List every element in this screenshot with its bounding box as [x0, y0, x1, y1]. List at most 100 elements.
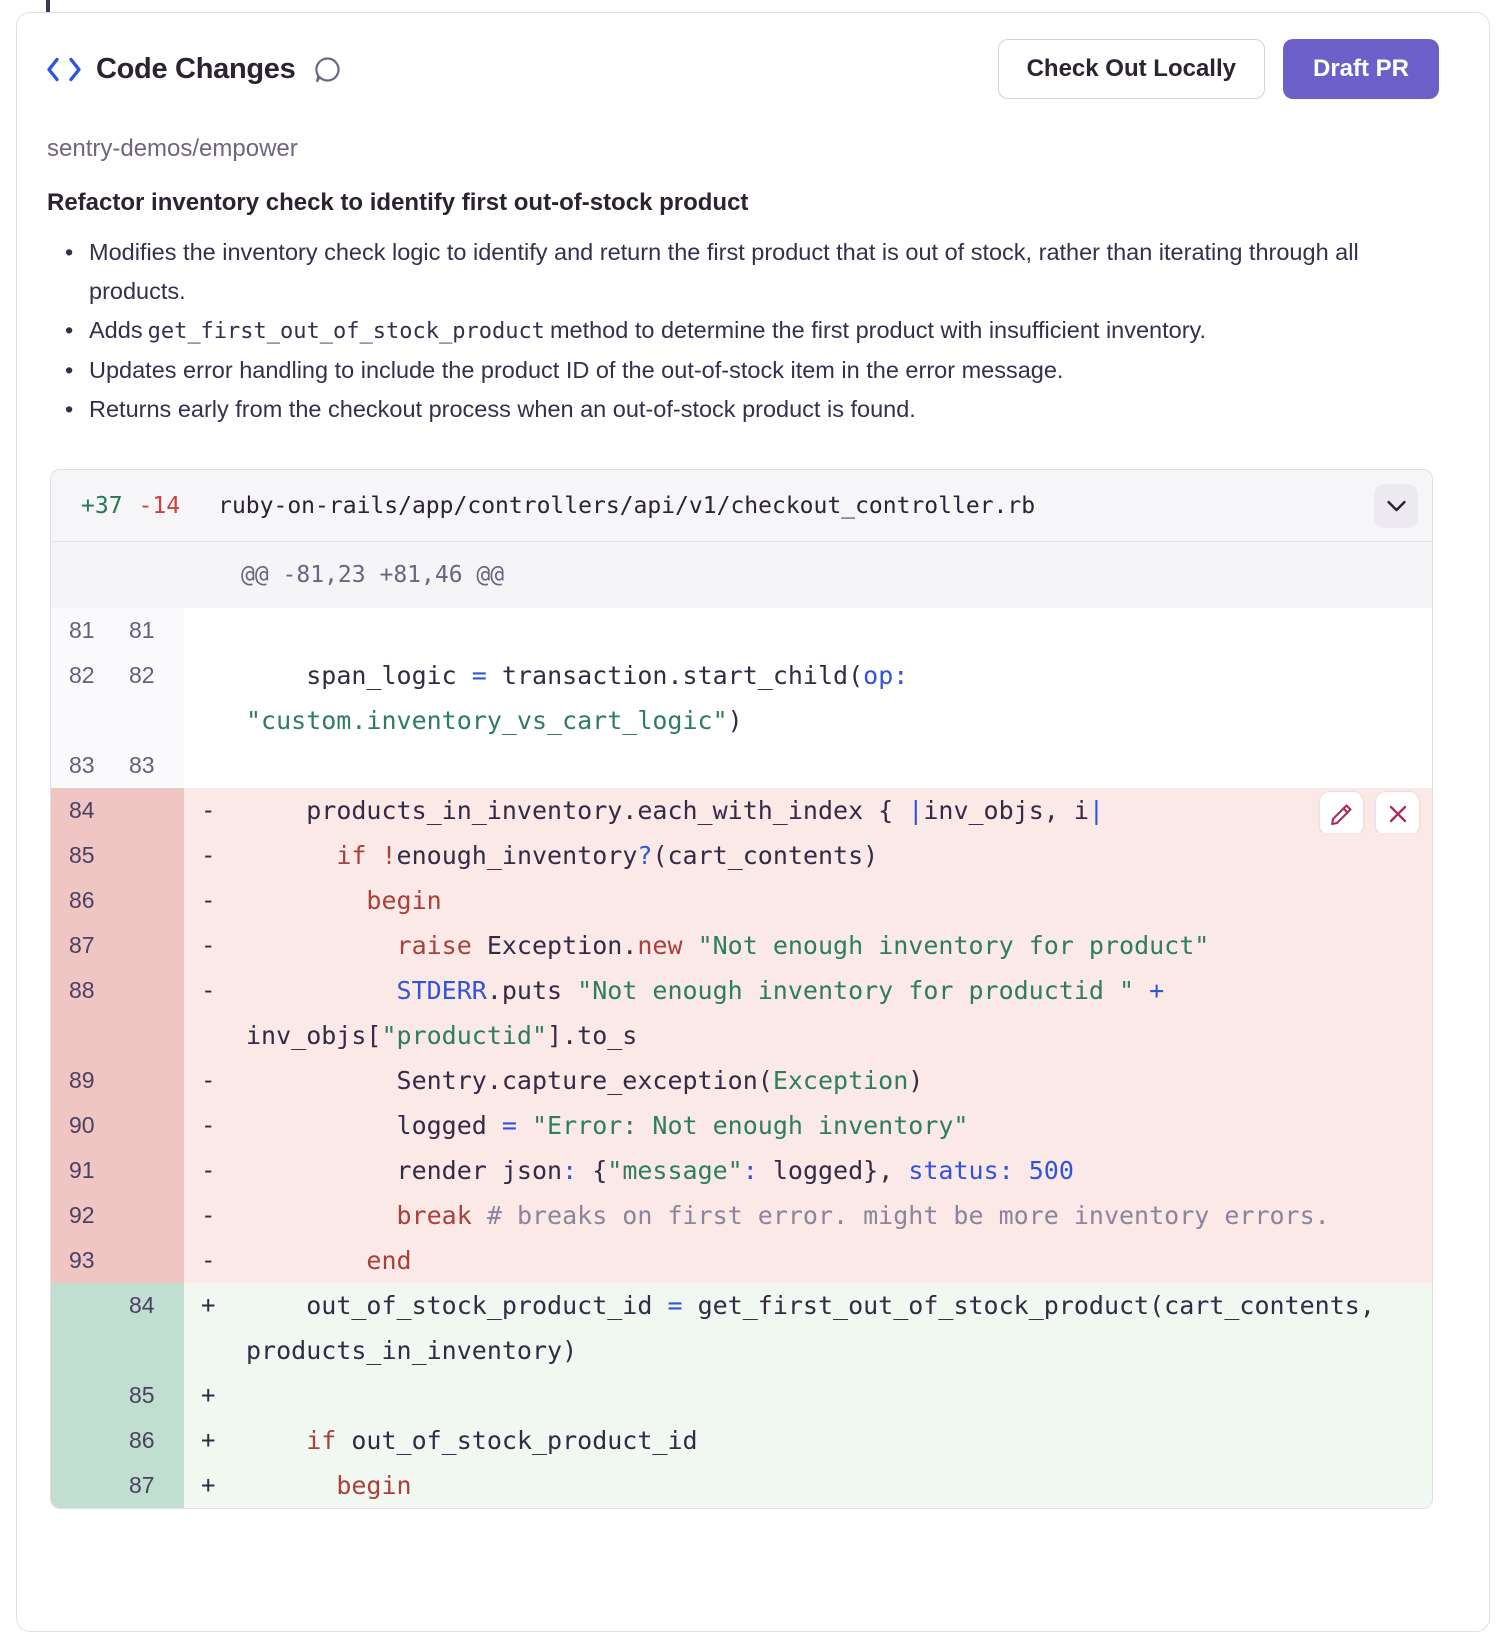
hunk-header: @@ -81,23 +81,46 @@: [51, 542, 1432, 608]
line-number: 85: [129, 1382, 155, 1408]
line-number: [117, 833, 184, 878]
line-number-gutter: 85: [51, 833, 184, 878]
collapse-file-button[interactable]: [1374, 483, 1418, 528]
line-number: [117, 923, 184, 968]
line-number-gutter: 84: [51, 1283, 184, 1373]
diff-marker: [184, 743, 246, 788]
repo-name: sentry-demos/empower: [47, 135, 298, 162]
line-number: [117, 878, 184, 923]
line-number: [117, 1193, 184, 1238]
x-icon: [1389, 805, 1406, 822]
line-number: [117, 968, 184, 1058]
line-number-gutter: 86: [51, 1418, 184, 1463]
line-number-gutter: 89: [51, 1058, 184, 1103]
line-number: 92: [69, 1202, 95, 1228]
diff-row: 83 83: [51, 743, 1432, 788]
code-line: Sentry.capture_exception(Exception): [246, 1066, 924, 1095]
code-line: [246, 743, 1432, 788]
change-summary: Modifies the inventory check logic to id…: [47, 233, 1459, 429]
edit-hunk-button[interactable]: [1319, 791, 1364, 836]
line-number-gutter: 87: [51, 923, 184, 968]
diff-file-header: +37 -14 ruby-on-rails/app/controllers/ap…: [51, 470, 1432, 542]
code-line: raise Exception.new "Not enough inventor…: [396, 931, 1210, 960]
chevron-down-icon: [1383, 492, 1410, 519]
diff-card: +37 -14 ruby-on-rails/app/controllers/ap…: [50, 469, 1433, 1509]
code-icon: [47, 56, 81, 83]
code-changes-card: Code Changes Check Out Locally Draft PR …: [16, 12, 1490, 1632]
diff-marker: -: [201, 1066, 216, 1094]
diff-row: 85 +: [51, 1373, 1432, 1418]
diff-marker: +: [201, 1471, 216, 1499]
line-number-gutter: 84: [51, 788, 184, 833]
diff-marker: -: [201, 976, 216, 1004]
line-number-gutter: 81 81: [51, 608, 184, 653]
line-number: 87: [129, 1472, 155, 1498]
inline-code: get_first_out_of_stock_product: [147, 319, 545, 344]
line-number-gutter: 86: [51, 878, 184, 923]
code-line: STDERR.puts "Not enough inventory for pr…: [246, 976, 1180, 1050]
line-number: 88: [69, 977, 95, 1003]
pencil-icon: [1330, 803, 1352, 825]
reject-hunk-button[interactable]: [1375, 791, 1420, 836]
diff-marker: +: [201, 1426, 216, 1454]
diff-marker: -: [201, 931, 216, 959]
line-number: 81: [69, 617, 95, 643]
code-line: span_logic = transaction.start_child(op:…: [246, 661, 909, 735]
line-number: 82: [69, 662, 95, 688]
line-number: [117, 788, 184, 833]
code-line: [246, 1373, 1432, 1418]
diff-marker: -: [201, 841, 216, 869]
line-number: 90: [69, 1112, 95, 1138]
line-number-gutter: 85: [51, 1373, 184, 1418]
line-number: [117, 1148, 184, 1193]
line-number: 82: [129, 662, 155, 688]
line-number: [117, 1238, 184, 1283]
line-number: [117, 1058, 184, 1103]
summary-item: Updates error handling to include the pr…: [47, 351, 1397, 390]
diff-row: 86 + if out_of_stock_product_id: [51, 1418, 1432, 1463]
line-number-gutter: 82 82: [51, 653, 184, 743]
diff-marker: +: [201, 1381, 216, 1409]
line-number: 93: [69, 1247, 95, 1273]
diff-row: 85 - if !enough_inventory?(cart_contents): [51, 833, 1432, 878]
line-number-gutter: 87: [51, 1463, 184, 1508]
check-out-locally-button[interactable]: Check Out Locally: [997, 39, 1265, 99]
comment-bubble-icon[interactable]: [312, 54, 343, 85]
diff-row: 90 - logged = "Error: Not enough inventor…: [51, 1103, 1432, 1148]
code-line: begin: [336, 1471, 412, 1500]
draft-pr-button[interactable]: Draft PR: [1282, 39, 1439, 99]
diff-row: 84 - products_in_inventory.each_with_inde…: [51, 788, 1432, 836]
line-number: 81: [129, 617, 155, 643]
line-number: 83: [129, 752, 155, 778]
line-number: 84: [129, 1292, 155, 1318]
line-number: 86: [69, 887, 95, 913]
code-line: logged = "Error: Not enough inventory": [246, 1111, 969, 1140]
diff-row: 87 + begin: [51, 1463, 1432, 1508]
line-number: 87: [69, 932, 95, 958]
lines-added-stat: +37: [81, 492, 123, 519]
line-number: [117, 1103, 184, 1148]
code-line: [246, 608, 1432, 653]
diff-row: 89 - Sentry.capture_exception(Exception): [51, 1058, 1432, 1103]
diff-marker: [184, 608, 246, 653]
code-line: if !enough_inventory?(cart_contents): [336, 841, 879, 870]
line-number-gutter: 93: [51, 1238, 184, 1283]
code-line: break # breaks on first error. might be …: [396, 1201, 1330, 1230]
code-line: if out_of_stock_product_id: [306, 1426, 698, 1455]
diff-row: 88 - STDERR.puts "Not enough inventory fo…: [51, 968, 1432, 1058]
diff-marker: [184, 653, 246, 743]
line-number: [51, 1418, 117, 1463]
code-line: end: [366, 1246, 412, 1275]
diff-marker: -: [201, 1111, 216, 1139]
summary-list: Modifies the inventory check logic to id…: [47, 233, 1459, 429]
lines-removed-stat: -14: [138, 492, 181, 519]
code-line: render json: {"message": logged}, status…: [246, 1156, 1074, 1185]
line-number-gutter: 90: [51, 1103, 184, 1148]
line-number-gutter: 91: [51, 1148, 184, 1193]
diff-row: 84 + out_of_stock_product_id = get_first_…: [51, 1283, 1432, 1373]
diff-row: 92 - break # breaks on first error. might…: [51, 1193, 1432, 1238]
line-number: 85: [69, 842, 95, 868]
line-number: 86: [129, 1427, 155, 1453]
diff-row: 86 - begin: [51, 878, 1432, 923]
line-number: 91: [69, 1157, 95, 1183]
